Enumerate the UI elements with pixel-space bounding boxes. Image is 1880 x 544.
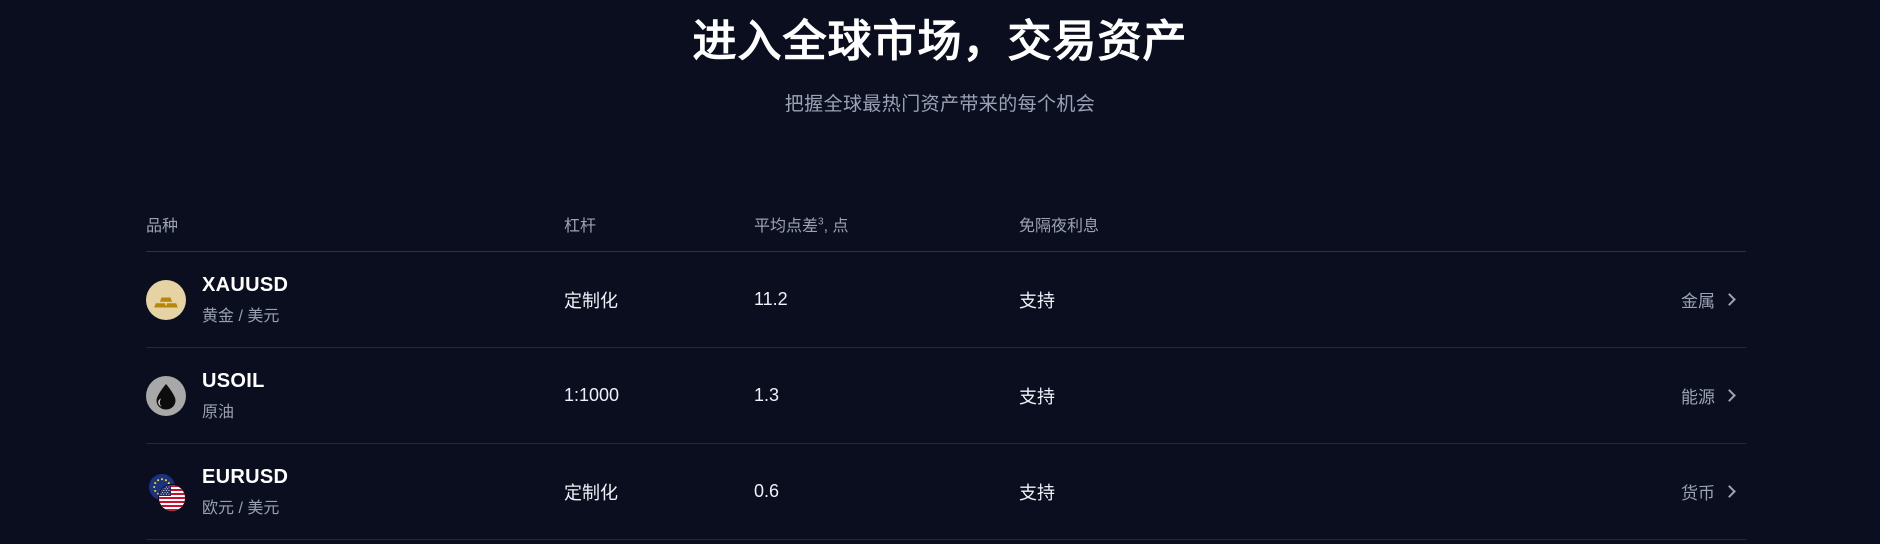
category-label: 金属 — [1681, 292, 1715, 311]
swap-free-value: 支持 — [1019, 482, 1055, 503]
leverage-value: 1:1000 — [564, 385, 620, 405]
category-link[interactable]: 货币 — [1419, 479, 1746, 504]
instrument-description: 黄金 / 美元 — [202, 307, 280, 325]
leverage-value: 定制化 — [564, 482, 618, 503]
table-row[interactable]: XAUUSD 黄金 / 美元 定制化 11.2 支持 金属 — [146, 252, 1746, 348]
leverage-value: 定制化 — [564, 290, 618, 311]
instrument-symbol: EURUSD — [202, 465, 289, 488]
spread-value: 1.3 — [754, 385, 780, 405]
instruments-table: 品种 杠杆 平均点差3, 点 免隔夜利息 XAUU — [146, 196, 1746, 540]
table-header-row: 品种 杠杆 平均点差3, 点 免隔夜利息 — [146, 196, 1746, 252]
instrument-symbol: XAUUSD — [202, 273, 289, 296]
category-link[interactable]: 能源 — [1419, 383, 1746, 408]
instrument-description: 原油 — [202, 403, 235, 421]
instrument-symbol: USOIL — [202, 369, 265, 392]
swap-free-value: 支持 — [1019, 290, 1055, 311]
spread-value: 0.6 — [754, 481, 780, 501]
oil-drop-icon — [146, 375, 186, 416]
column-header-spread-text: 平均点差 — [754, 217, 819, 235]
hero-block: 进入全球市场，交易资产 把握全球最热门资产带来的每个机会 — [0, 0, 1880, 116]
category-link[interactable]: 金属 — [1419, 287, 1746, 312]
table-row[interactable]: EURUSD 欧元 / 美元 定制化 0.6 支持 货币 — [146, 444, 1746, 540]
eur-usd-flags-icon — [146, 472, 187, 512]
category-label: 能源 — [1681, 388, 1715, 407]
category-label: 货币 — [1681, 484, 1715, 503]
chevron-right-icon — [1723, 484, 1736, 498]
table-row[interactable]: USOIL 原油 1:1000 1.3 支持 能源 — [146, 348, 1746, 444]
column-header-spread-unit: , 点 — [823, 217, 849, 235]
swap-free-value: 支持 — [1019, 386, 1055, 407]
gold-bars-icon — [146, 279, 186, 320]
page-title: 进入全球市场，交易资产 — [692, 17, 1188, 66]
column-header-spread: 平均点差3, 点 — [754, 216, 849, 235]
column-header-swap-free: 免隔夜利息 — [1019, 217, 1100, 235]
chevron-right-icon — [1723, 388, 1736, 402]
spread-value: 11.2 — [754, 289, 788, 309]
instrument-description: 欧元 / 美元 — [202, 499, 280, 517]
column-header-spread-footnote: 3 — [818, 216, 824, 228]
column-header-leverage: 杠杆 — [564, 217, 597, 235]
page-subtitle: 把握全球最热门资产带来的每个机会 — [784, 94, 1096, 115]
column-header-instrument: 品种 — [146, 217, 179, 235]
chevron-right-icon — [1723, 292, 1736, 306]
